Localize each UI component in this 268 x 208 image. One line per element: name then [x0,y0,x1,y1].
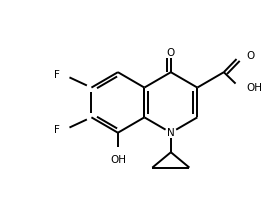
Text: O: O [167,48,175,58]
Text: O: O [246,51,255,61]
Text: OH: OH [246,83,262,93]
Text: F: F [54,70,60,80]
Text: OH: OH [110,155,126,165]
Text: N: N [167,128,175,138]
Text: F: F [54,125,60,135]
